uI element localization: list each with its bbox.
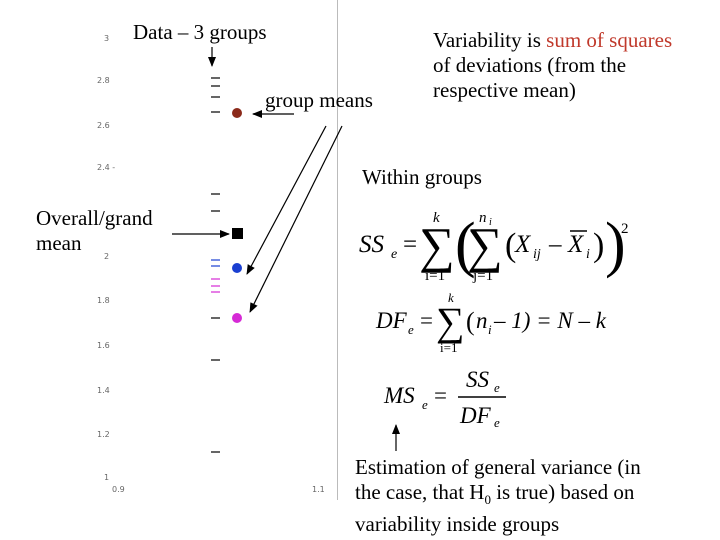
dfe-lhs-sub: e xyxy=(408,322,414,337)
y-tick: 1 xyxy=(104,473,110,482)
y-tick: 2.4 - xyxy=(97,163,116,172)
dfe-paren-open: ( xyxy=(466,307,475,336)
within-groups-label: Within groups xyxy=(362,165,482,189)
sse-x: X xyxy=(514,231,532,258)
mse-den: DF xyxy=(459,403,492,428)
formula-mse: MS e = SS e DF e xyxy=(383,367,506,430)
sse-power: 2 xyxy=(621,221,629,237)
group-mean-3 xyxy=(232,313,242,323)
sse-equals: = xyxy=(403,231,417,258)
dfe-rest: – 1) = N – k xyxy=(493,308,607,333)
estimation-note: Estimation of general variance (in the c… xyxy=(355,455,641,537)
sse-xbar-sub: i xyxy=(586,247,590,262)
y-tick: 2.6 xyxy=(97,121,110,130)
sse-x-sub: ij xyxy=(533,247,541,262)
mse-num: SS xyxy=(466,367,490,392)
y-tick: 3 xyxy=(104,34,110,43)
dfe-lower: i=1 xyxy=(440,340,457,355)
dfe-n-sub: i xyxy=(488,322,492,337)
y-tick: 1.2 xyxy=(97,430,110,439)
y-tick: 2 xyxy=(104,252,110,261)
sse-minus: – xyxy=(548,231,562,258)
sse-paren-close: ) xyxy=(593,227,604,264)
variability-note: Variability is sum of squares of deviati… xyxy=(433,28,673,102)
grand-mean-square xyxy=(232,228,243,239)
overall-mean-label: Overall/grand mean xyxy=(36,206,153,255)
sse-lower-inner: j=1 xyxy=(472,268,493,284)
dfe-n: n xyxy=(476,308,488,333)
mse-lhs-sub: e xyxy=(422,397,428,412)
dfe-lhs: DF xyxy=(375,308,408,333)
sse-upper-inner-sub: i xyxy=(489,217,492,228)
sse-lower-outer: i=1 xyxy=(425,268,445,284)
sse-lhs: SS xyxy=(359,231,385,258)
mse-lhs: MS xyxy=(383,383,415,408)
dfe-sum: ∑ xyxy=(436,299,465,344)
sse-paren-open: ( xyxy=(505,227,516,264)
sse-sum-outer: ∑ xyxy=(419,217,455,273)
title: Data – 3 groups xyxy=(133,20,267,44)
dfe-upper: k xyxy=(448,290,454,305)
group-mean-2 xyxy=(232,263,242,273)
formula-sse: SS e = ∑ k i=1 ( ∑ n i j=1 ( X ij – X i … xyxy=(359,210,629,284)
sse-paren-big-open: ( xyxy=(455,211,476,279)
sse-paren-big-close: ) xyxy=(605,211,626,279)
sse-lhs-sub: e xyxy=(391,247,397,262)
y-tick: 1.8 xyxy=(97,296,110,305)
mse-den-sub: e xyxy=(494,415,500,430)
sse-upper-inner: n xyxy=(479,210,487,226)
mse-equals: = xyxy=(434,383,447,408)
axis-line xyxy=(337,0,338,500)
group-means-label: group means xyxy=(265,88,373,112)
y-tick: 2.8 xyxy=(97,76,110,85)
y-tick: 1.4 xyxy=(97,386,110,395)
group-mean-1 xyxy=(232,108,242,118)
mse-num-sub: e xyxy=(494,380,500,395)
x-tick: 0.9 xyxy=(112,485,125,494)
sse-xbar: X xyxy=(567,231,585,258)
dfe-equals: = xyxy=(420,308,433,333)
variability-arrow-2 xyxy=(249,125,343,313)
sse-sum-inner: ∑ xyxy=(467,217,503,273)
variability-arrow-1 xyxy=(246,125,327,275)
y-tick: 1.6 xyxy=(97,341,110,350)
x-tick: 1.1 xyxy=(312,485,325,494)
formula-dfe: DF e = ∑ k i=1 ( n i – 1) = N – k xyxy=(375,290,607,355)
sse-upper-outer: k xyxy=(433,210,440,226)
